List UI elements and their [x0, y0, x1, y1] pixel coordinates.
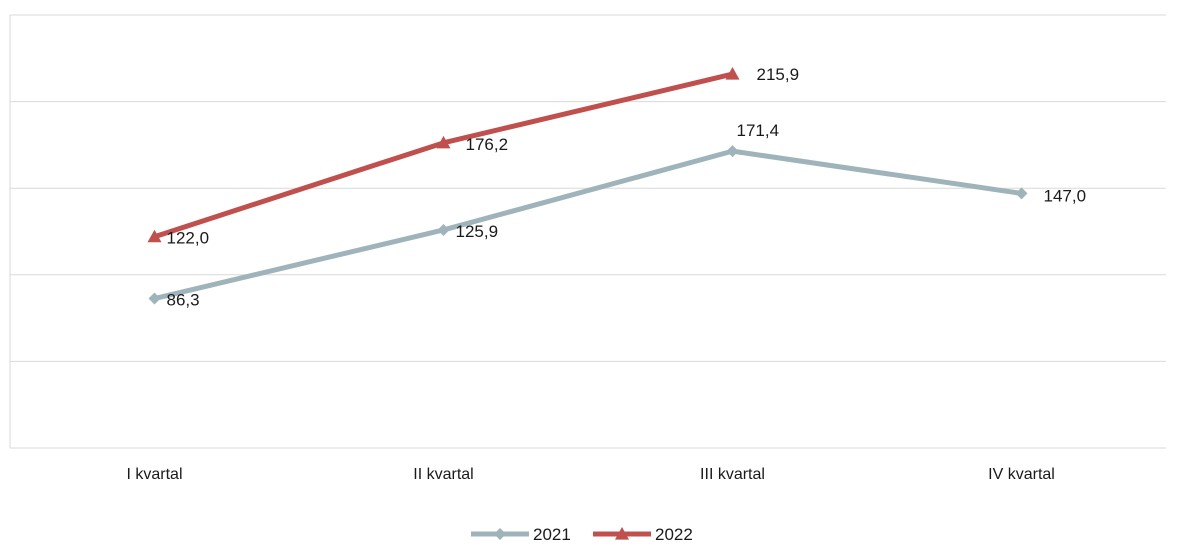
data-label: 176,2 — [466, 135, 509, 154]
category-label: II kvartal — [413, 466, 473, 483]
data-point-2022 — [725, 67, 740, 80]
legend-marker — [615, 527, 629, 540]
data-label: 171,4 — [737, 121, 780, 140]
series-line-2021 — [152, 148, 1024, 302]
data-label: 122,0 — [167, 229, 210, 248]
series-line-2022 — [152, 71, 735, 240]
series-2022 — [147, 67, 740, 243]
data-labels: 86,3 125,9 171,4 147,0 122,0 176,2 215,9 — [167, 65, 1087, 309]
category-label: III kvartal — [700, 466, 765, 483]
category-labels: I kvartal II kvartal III kvartal IV kvartal — [126, 466, 1054, 483]
category-label: IV kvartal — [988, 466, 1055, 483]
series-layer — [147, 67, 1028, 305]
data-point-2022 — [147, 229, 162, 243]
legend: 2021 2022 — [471, 525, 693, 544]
series-2021 — [148, 145, 1028, 305]
data-point-2021 — [726, 145, 739, 158]
data-point-2021 — [1015, 187, 1028, 200]
legend-marker — [494, 528, 506, 540]
legend-item-2022: 2022 — [593, 525, 693, 544]
data-label: 125,9 — [456, 222, 499, 241]
legend-label: 2021 — [533, 525, 571, 542]
category-label: I kvartal — [126, 466, 182, 483]
x-axis — [9, 15, 1166, 449]
data-label: 215,9 — [757, 65, 800, 84]
data-label: 147,0 — [1044, 186, 1087, 205]
data-point-2021 — [148, 292, 161, 305]
data-point-2022 — [436, 135, 451, 149]
data-point-2021 — [437, 223, 450, 236]
data-label: 86,3 — [167, 291, 200, 310]
legend-label: 2022 — [655, 525, 693, 542]
legend-item-2021: 2021 — [471, 525, 571, 544]
